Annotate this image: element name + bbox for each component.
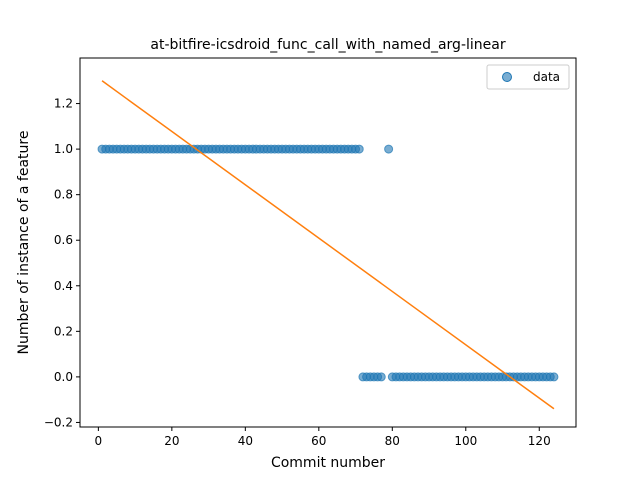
legend: data — [486, 64, 570, 90]
y-axis-label: Number of instance of a feature — [16, 131, 32, 355]
y-axis: −0.2 0.0 0.2 0.4 0.6 0.8 1.0 1.2 — [44, 97, 80, 429]
y-tick-label: −0.2 — [44, 415, 73, 429]
y-tick-label: 1.2 — [54, 97, 73, 111]
fit-line — [101, 80, 555, 410]
x-tick-label: 40 — [238, 434, 253, 448]
y-tick-label: 0.4 — [54, 279, 73, 293]
data-point — [549, 372, 559, 382]
x-tick-label: 80 — [385, 434, 400, 448]
axes-frame — [79, 57, 577, 428]
x-tick-label: 120 — [528, 434, 551, 448]
y-tick-label: 1.0 — [54, 142, 73, 156]
x-tick-label: 20 — [164, 434, 179, 448]
legend-marker — [502, 72, 512, 82]
x-tick-label: 60 — [311, 434, 326, 448]
x-axis-label: Commit number — [271, 455, 385, 471]
data-point — [384, 144, 394, 154]
y-tick-label: 0.2 — [54, 324, 73, 338]
legend-box — [486, 64, 570, 90]
chart-title: at-bitfire-icsdroid_func_call_with_named… — [150, 37, 505, 53]
y-tick-label: 0.8 — [54, 188, 73, 202]
x-axis: 0 20 40 60 80 100 120 — [95, 427, 551, 448]
x-tick-label: 100 — [454, 434, 477, 448]
y-tick-label: 0.6 — [54, 233, 73, 247]
x-tick-label: 0 — [95, 434, 103, 448]
legend-label-data: data — [533, 70, 560, 84]
plot-area — [97, 80, 559, 410]
y-tick-label: 0.0 — [54, 370, 73, 384]
data-point — [376, 372, 386, 382]
data-point — [354, 144, 364, 154]
